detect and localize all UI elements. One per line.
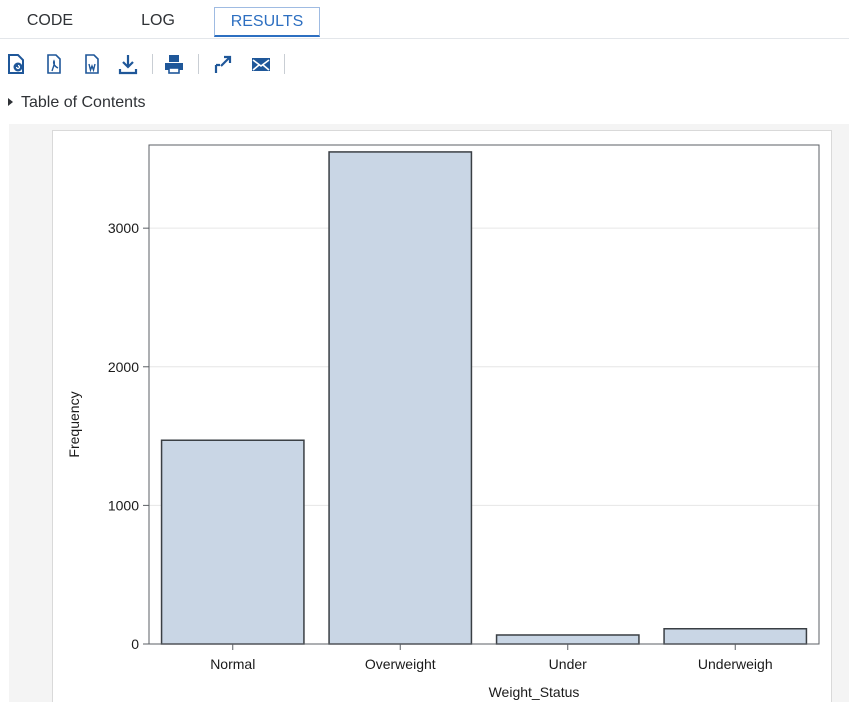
toolbar-separator	[198, 54, 199, 74]
bar-chart: 0 1000 2000 3000 Normal Overweight Under Underw…	[52, 130, 832, 702]
bar-under	[495, 634, 640, 645]
tab-results[interactable]: RESULTS	[214, 7, 320, 37]
table-of-contents-label: Table of Contents	[21, 94, 146, 111]
bar-overweight	[328, 151, 473, 645]
results-toolbar	[0, 48, 849, 80]
y-tick-label: 2000	[108, 359, 139, 375]
email-icon[interactable]	[249, 52, 273, 76]
pdf-download-icon[interactable]	[42, 52, 66, 76]
y-tick-label: 1000	[108, 497, 139, 513]
tab-log[interactable]: LOG	[141, 12, 175, 29]
refresh-document-icon[interactable]	[4, 52, 28, 76]
toolbar-separator	[152, 54, 153, 74]
bar-normal	[160, 439, 305, 645]
print-icon[interactable]	[162, 52, 186, 76]
toolbar-separator	[284, 54, 285, 74]
download-icon[interactable]	[116, 52, 140, 76]
bar-underweigh	[663, 628, 808, 645]
x-tick-label: Overweight	[365, 656, 436, 672]
y-axis-label: Frequency	[66, 391, 82, 457]
word-download-icon[interactable]	[80, 52, 104, 76]
bar-chart-svg: 0 1000 2000 3000 Normal Overweight Under Underw…	[66, 144, 820, 700]
x-tick-label: Normal	[210, 656, 255, 672]
open-in-new-window-icon[interactable]	[211, 52, 235, 76]
y-tick-label: 0	[131, 636, 139, 652]
results-tab-bar: CODE LOG RESULTS	[0, 0, 849, 39]
table-of-contents-toggle[interactable]: Table of Contents	[8, 92, 146, 114]
plot-area	[148, 144, 820, 645]
x-tick-label: Under	[549, 656, 587, 672]
expand-caret-icon	[8, 98, 13, 106]
x-axis-label: Weight_Status	[489, 684, 580, 700]
tab-code[interactable]: CODE	[26, 12, 74, 29]
x-tick-label: Underweigh	[698, 656, 773, 672]
y-tick-label: 3000	[108, 220, 139, 236]
